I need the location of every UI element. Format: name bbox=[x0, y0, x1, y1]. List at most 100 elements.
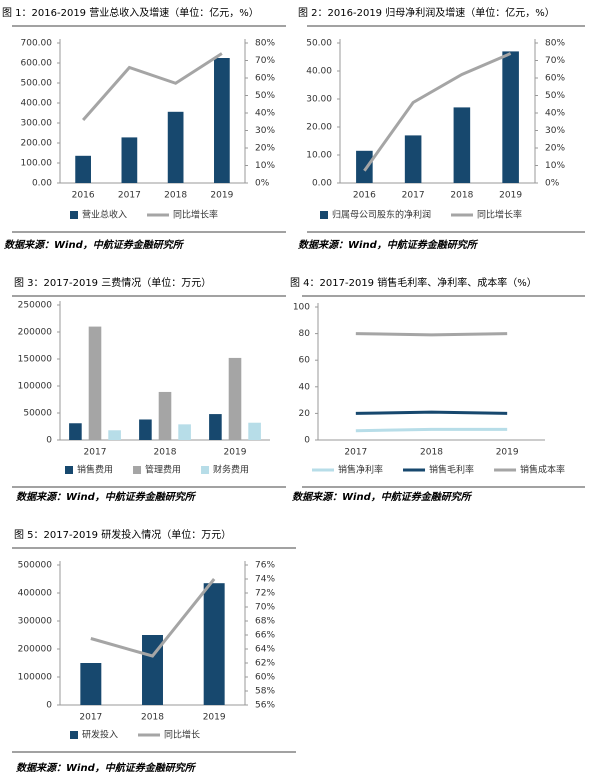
y-tick-label: 100 bbox=[293, 303, 310, 313]
bar bbox=[142, 635, 163, 705]
y-tick-label: 200000 bbox=[18, 645, 53, 655]
legend-label: 销售费用 bbox=[77, 464, 113, 476]
y-tick-label: 150000 bbox=[18, 355, 53, 365]
y-tick-label: 200000 bbox=[18, 328, 53, 338]
y-tick-label: 30.00 bbox=[306, 95, 332, 105]
chart-title: 图 2：2016-2019 归母净利润及增速（单位：亿元，%） bbox=[298, 6, 555, 19]
bar bbox=[356, 150, 373, 183]
y-tick-label: 400.00 bbox=[21, 99, 53, 109]
y-tick-label: 200.00 bbox=[21, 139, 53, 149]
legend-label: 管理费用 bbox=[145, 464, 181, 476]
x-tick-label: 2018 bbox=[450, 191, 473, 201]
y2-tick-label: 76% bbox=[255, 561, 275, 571]
x-tick-label: 2019 bbox=[499, 191, 522, 201]
x-tick-label: 2017 bbox=[84, 448, 107, 458]
legend-swatch bbox=[320, 211, 328, 219]
y2-tick-label: 30% bbox=[255, 126, 275, 136]
y-tick-label: 0 bbox=[304, 436, 310, 446]
bar bbox=[214, 58, 230, 183]
y2-tick-label: 64% bbox=[255, 645, 275, 655]
source-note: 数据来源：Wind，中航证券金融研究所 bbox=[16, 491, 197, 503]
bar bbox=[203, 583, 225, 705]
y2-tick-label: 20% bbox=[545, 144, 565, 154]
source-note: 数据来源：Wind，中航证券金融研究所 bbox=[298, 239, 479, 251]
y-tick-label: 600.00 bbox=[21, 59, 53, 69]
x-tick-label: 2019 bbox=[203, 713, 226, 723]
chart-title: 图 5：2017-2019 研发投入情况（单位：万元） bbox=[14, 528, 231, 541]
y-tick-label: 10.00 bbox=[306, 151, 332, 161]
y2-tick-label: 0% bbox=[545, 179, 560, 189]
y2-tick-label: 70% bbox=[255, 603, 275, 613]
bar bbox=[158, 391, 172, 440]
y2-tick-label: 70% bbox=[255, 56, 275, 66]
x-tick-label: 2018 bbox=[141, 713, 164, 723]
y-tick-label: 100000 bbox=[18, 673, 53, 683]
line-series bbox=[355, 410, 508, 415]
y-tick-label: 40.00 bbox=[306, 67, 332, 77]
x-tick-label: 2017 bbox=[118, 191, 141, 201]
legend-label: 同比增长 bbox=[164, 729, 200, 741]
legend-swatch bbox=[70, 731, 78, 739]
line-series bbox=[90, 578, 216, 658]
x-tick-label: 2016 bbox=[353, 191, 376, 201]
legend-label: 研发投入 bbox=[82, 729, 118, 741]
y2-tick-label: 30% bbox=[545, 126, 565, 136]
y-tick-label: 250000 bbox=[18, 301, 53, 311]
source-note: 数据来源：Wind，中航证券金融研究所 bbox=[292, 491, 473, 503]
chart-title: 图 1：2016-2019 营业总收入及增速（单位：亿元，%） bbox=[2, 6, 259, 19]
y2-tick-label: 20% bbox=[255, 144, 275, 154]
legend-swatch bbox=[201, 466, 210, 474]
y-tick-label: 0 bbox=[46, 436, 52, 446]
bar bbox=[248, 422, 261, 440]
line-series bbox=[355, 332, 508, 337]
y-tick-label: 300000 bbox=[18, 617, 53, 627]
y-tick-label: 0 bbox=[46, 701, 52, 711]
y-tick-label: 400000 bbox=[18, 589, 53, 599]
y2-tick-label: 58% bbox=[255, 687, 275, 697]
y2-tick-label: 56% bbox=[255, 701, 275, 711]
y2-tick-label: 62% bbox=[255, 659, 275, 669]
bar bbox=[69, 423, 82, 440]
x-tick-label: 2017 bbox=[402, 191, 425, 201]
bar bbox=[502, 51, 519, 184]
y2-tick-label: 80% bbox=[545, 39, 565, 49]
y-tick-label: 500000 bbox=[18, 561, 53, 571]
bar bbox=[167, 111, 184, 183]
legend-label: 归属母公司股东的净利润 bbox=[332, 209, 431, 221]
line-series bbox=[363, 52, 512, 172]
line-series bbox=[355, 427, 508, 433]
y-tick-label: 50.00 bbox=[306, 39, 332, 49]
chart-title: 图 3：2017-2019 三费情况（单位：万元） bbox=[14, 276, 211, 289]
y2-tick-label: 74% bbox=[255, 575, 275, 585]
y-tick-label: 40 bbox=[299, 382, 311, 392]
legend-label: 销售净利率 bbox=[338, 464, 383, 476]
y-tick-label: 700.00 bbox=[21, 39, 53, 49]
x-tick-label: 2017 bbox=[344, 448, 367, 458]
y-tick-label: 80 bbox=[299, 329, 311, 339]
legend-swatch bbox=[133, 466, 142, 474]
y2-tick-label: 0% bbox=[255, 179, 270, 189]
bar bbox=[139, 419, 152, 440]
y-tick-label: 100.00 bbox=[21, 159, 53, 169]
x-tick-label: 2019 bbox=[210, 191, 233, 201]
y2-tick-label: 60% bbox=[255, 673, 275, 683]
source-note: 数据来源：Wind，中航证券金融研究所 bbox=[4, 239, 185, 251]
bar bbox=[75, 155, 91, 183]
y2-tick-label: 72% bbox=[255, 589, 275, 599]
y-tick-label: 500.00 bbox=[21, 79, 53, 89]
legend-swatch bbox=[65, 466, 73, 474]
y2-tick-label: 40% bbox=[545, 109, 565, 119]
legend-label: 同比增长率 bbox=[477, 209, 522, 221]
x-tick-label: 2018 bbox=[154, 448, 177, 458]
y2-tick-label: 68% bbox=[255, 617, 275, 627]
x-tick-label: 2016 bbox=[72, 191, 95, 201]
bar bbox=[178, 424, 191, 440]
x-tick-label: 2017 bbox=[79, 713, 102, 723]
bar bbox=[404, 135, 422, 183]
source-note: 数据来源：Wind，中航证券金融研究所 bbox=[16, 762, 197, 774]
y2-tick-label: 40% bbox=[255, 109, 275, 119]
y2-tick-label: 10% bbox=[255, 161, 275, 171]
bar bbox=[88, 326, 102, 440]
x-tick-label: 2019 bbox=[224, 448, 247, 458]
